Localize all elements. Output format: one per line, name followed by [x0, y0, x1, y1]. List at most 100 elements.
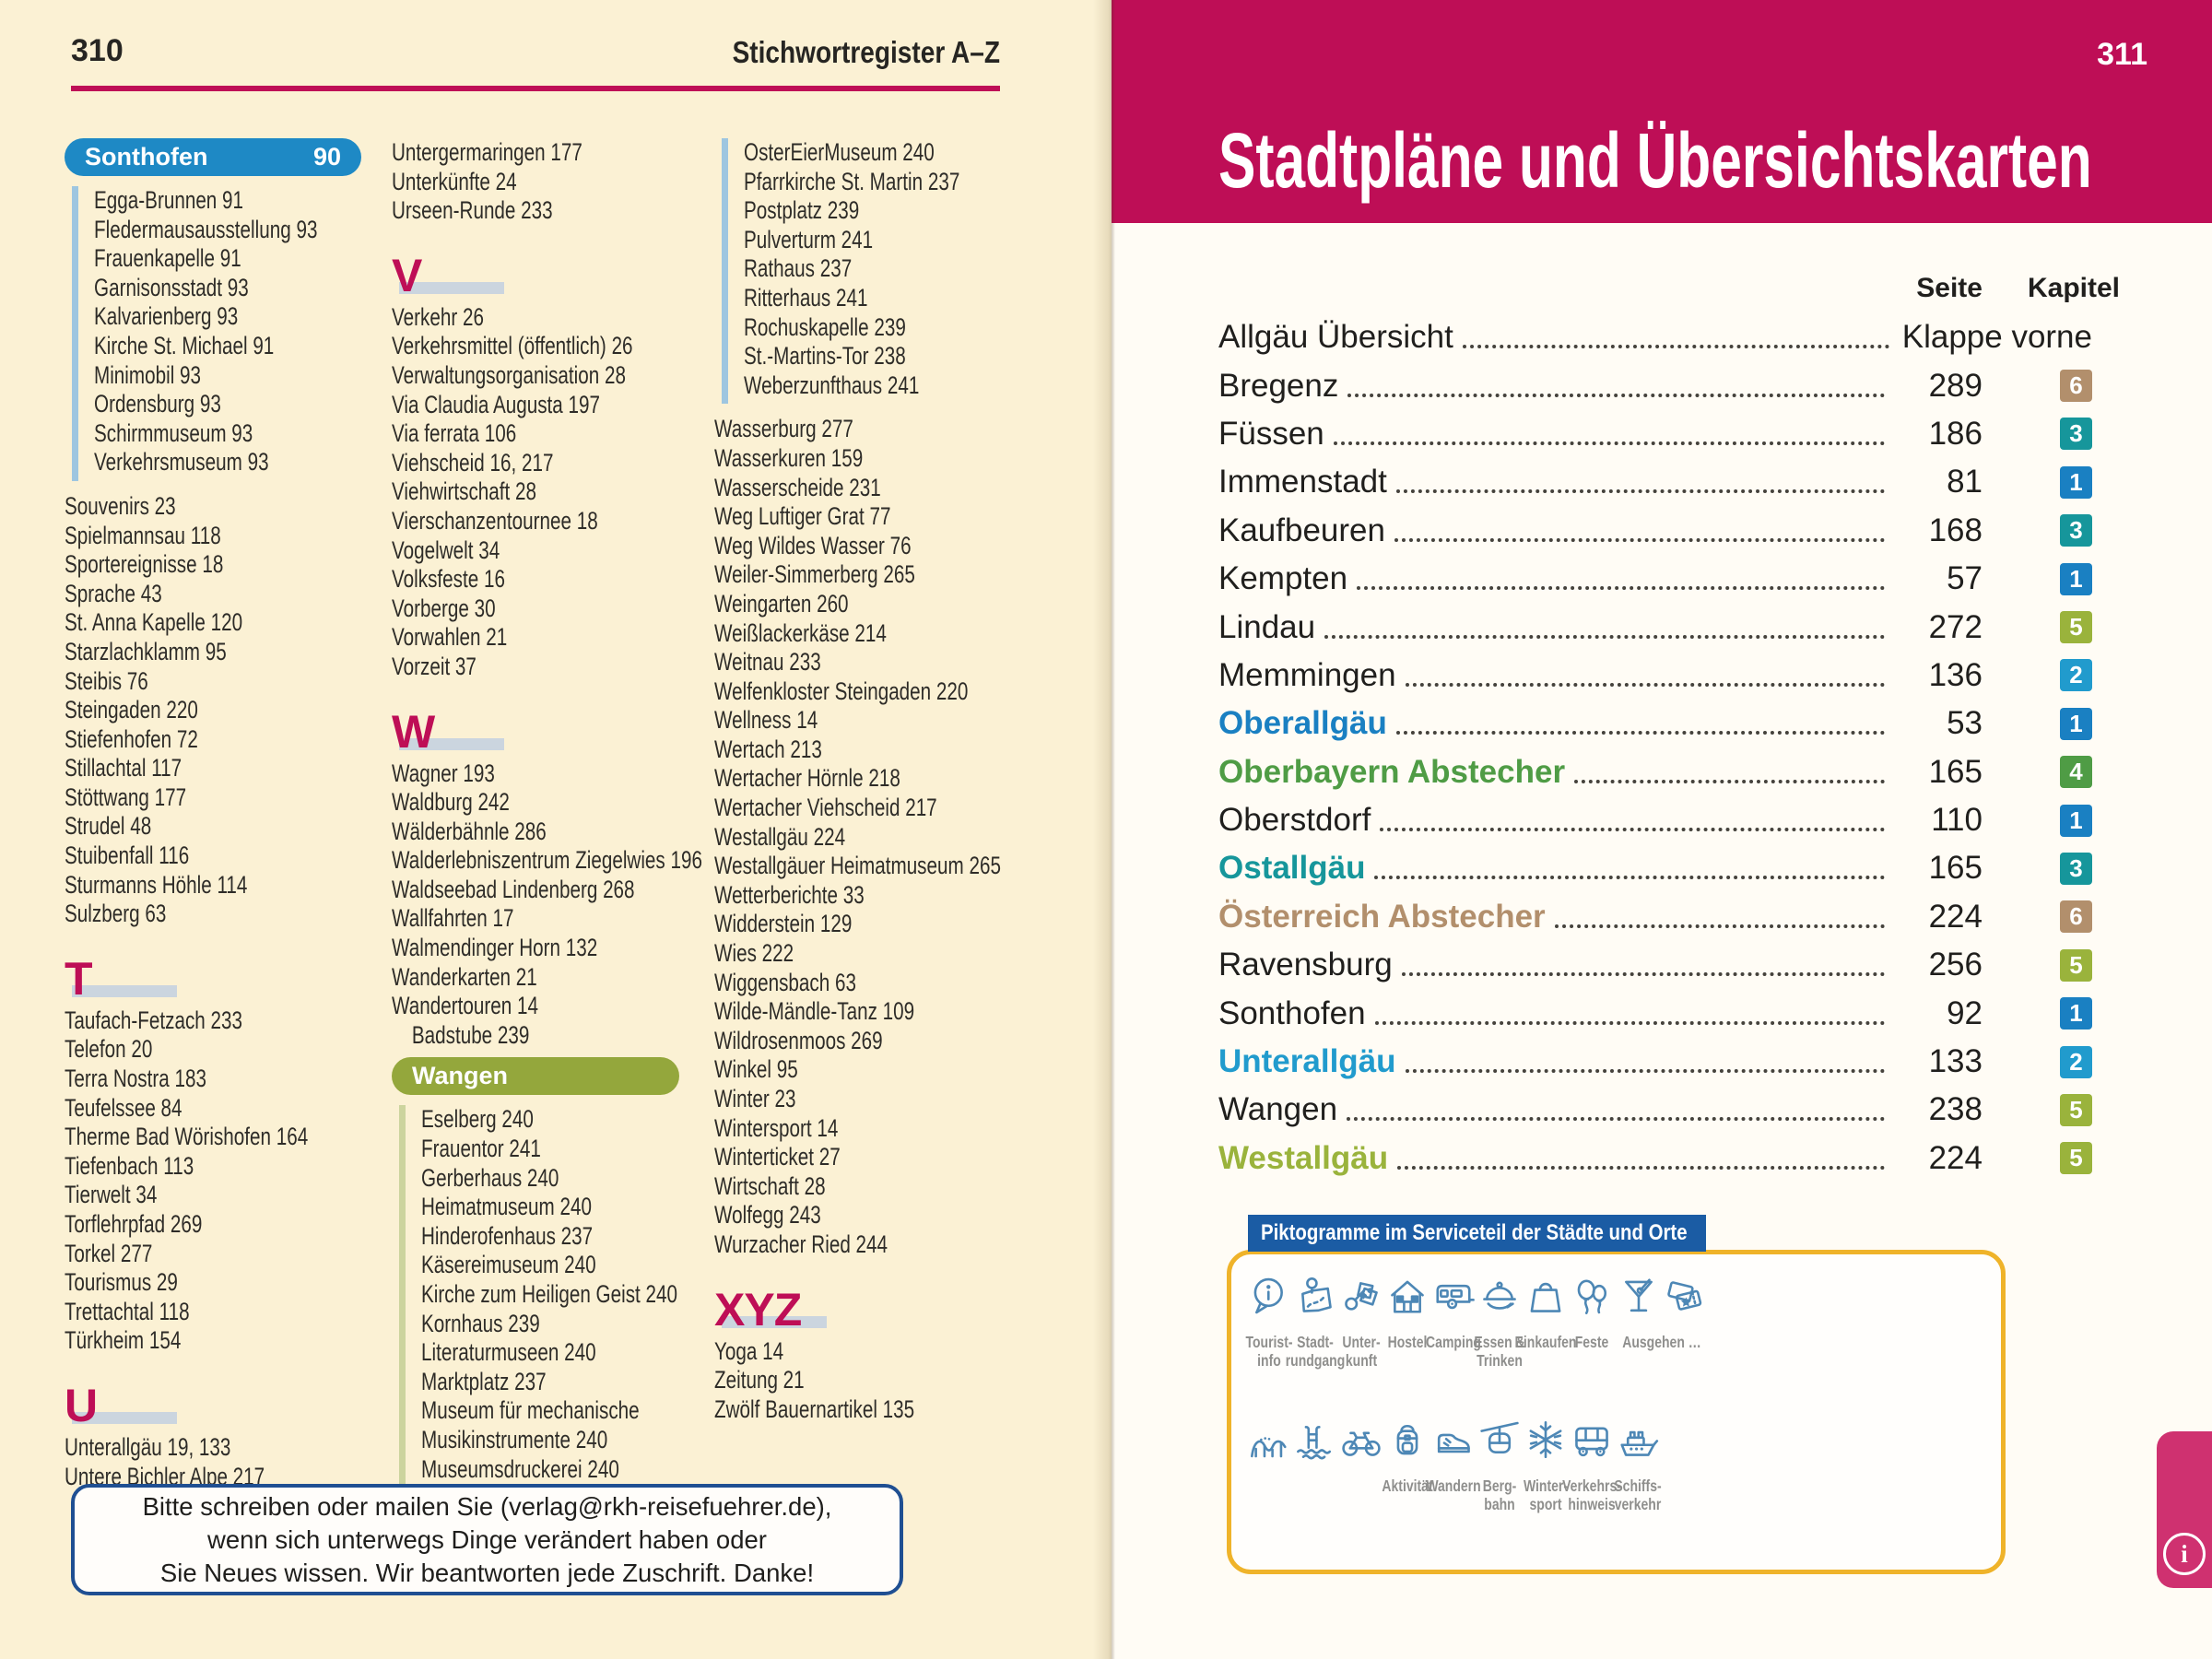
dotted-leader	[1333, 441, 1885, 445]
map-name: Ostallgäu	[1218, 850, 1366, 887]
index-entry: Egga-Brunnen 91	[94, 186, 244, 214]
index-entry: Wälderbähnle 286	[392, 817, 547, 845]
map-page-number: 110	[1931, 802, 1983, 839]
letter-heading: XYZ	[714, 1283, 802, 1335]
index-entry: Weg Wildes Wasser 76	[714, 531, 912, 559]
pictogram-header: Piktogramme im Serviceteil der Städte un…	[1248, 1215, 1706, 1252]
map-page-number: 256	[1928, 947, 1983, 983]
index-entry: Wertach 213	[714, 735, 822, 763]
pictogram-label: Schiffs- verkehr	[1614, 1477, 1662, 1513]
index-entry: Sturmanns Höhle 114	[65, 870, 248, 899]
pictogram-label: Tourist- info	[1245, 1333, 1293, 1370]
map-page-number: 53	[1947, 705, 1983, 742]
letter-section-xyz: XYZ	[714, 1277, 1005, 1335]
map-list-row: Oberstdorf 110 1	[1218, 796, 2092, 844]
dotted-leader	[1394, 537, 1885, 542]
tickets-icon	[1664, 1275, 1706, 1317]
dotted-leader	[1397, 1165, 1885, 1170]
index-entry: Stöttwang 177	[65, 782, 187, 811]
index-entry: Zwölf Bauernartikel 135	[714, 1394, 915, 1423]
pictogram-label: Verkehrs- hinweis	[1562, 1477, 1621, 1513]
entry-list: Verkehr 26 Verkehrsmittel (öffentlich) 26…	[392, 303, 679, 682]
pictogram-label: Aktivität	[1382, 1477, 1433, 1495]
pictogram-label: Essen & Trinken	[1474, 1333, 1525, 1370]
index-entry: Starzlachklamm 95	[65, 637, 227, 665]
cablecar-icon	[1477, 1418, 1523, 1461]
index-entry: Musikinstrumente 240	[421, 1425, 608, 1453]
dotted-leader	[1347, 1117, 1885, 1122]
pictogram-cell: Stadt- rundgang	[1286, 1275, 1345, 1413]
pictogram-cell: Feste	[1569, 1275, 1615, 1413]
feedback-note-line: wenn sich unterwegs Dinge verändert habe…	[207, 1524, 767, 1554]
map-name: Immenstadt	[1218, 464, 1387, 500]
index-entry: Literaturmuseen 240	[421, 1338, 596, 1367]
entry-list: Untergermaringen 177 Unterkünfte 24 Urseen…	[392, 138, 679, 226]
pictogram-label: Feste	[1574, 1333, 1609, 1351]
map-name: Memmingen	[1218, 656, 1396, 693]
map-overview-table: Seite Kapitel Allgäu Übersicht Klappe vor…	[1218, 273, 2120, 1182]
index-entry: Untergermaringen 177	[392, 138, 582, 166]
index-entry: Souvenirs 23	[65, 491, 176, 520]
dotted-leader	[1405, 682, 1885, 687]
chapter-badge: 3	[2060, 514, 2092, 547]
index-entry: Terra Nostra 183	[65, 1065, 206, 1093]
index-entry: Spielmannsau 118	[65, 521, 221, 549]
dotted-leader	[1374, 876, 1885, 880]
map-name: Wangen	[1218, 1091, 1338, 1128]
letter-section-t: T	[65, 946, 361, 1002]
map-list-row: Immenstadt 81 1	[1218, 458, 2092, 506]
hiking-icon	[1430, 1418, 1477, 1461]
index-entry: OsterEierMuseum 240	[744, 138, 935, 166]
sub-entry-group: Eselberg 240 Frauentor 241 Gerberhaus 240 H…	[399, 1105, 679, 1488]
entry-list: Unterallgäu 19, 133 Untere Bichler Alpe 2…	[65, 1433, 361, 1491]
index-entry: Marktplatz 237	[421, 1367, 547, 1395]
page-number-left: 310	[71, 33, 124, 68]
index-entry: Volksfeste 16	[392, 565, 505, 594]
index-column-2: Untergermaringen 177 Unterkünfte 24 Urseen…	[392, 138, 703, 1499]
map-page-number: Klappe vorne	[1901, 319, 2092, 356]
index-entry: Tierwelt 34	[65, 1181, 158, 1209]
map-page-number: 57	[1947, 560, 1983, 597]
pictogram-cell: Schiffs- verkehr	[1614, 1418, 1662, 1557]
pictogram-cell	[1338, 1418, 1384, 1557]
index-entry: Walderlebniszentrum Ziegelwies 196	[392, 846, 703, 875]
index-entry: Via Claudia Augusta 197	[392, 390, 601, 418]
map-name: Füssen	[1218, 415, 1324, 452]
index-entry: Pfarrkirche St. Martin 237	[744, 167, 960, 195]
index-entry: Museum für mechanische	[421, 1396, 640, 1425]
index-entry: Pulverturm 241	[744, 225, 874, 253]
feedback-note-line: Sie Neues wissen. Wir beantworten jede Z…	[159, 1558, 815, 1587]
chapter-badge: 5	[2060, 948, 2092, 982]
sub-entry-group: Egga-Brunnen 91 Fledermausausstellung 93 F…	[72, 186, 361, 481]
pictogram-cell: Aktivität	[1382, 1418, 1433, 1557]
pictogram-legend-box: Tourist- info Stadt- rundgang Unter- kunft…	[1227, 1250, 2006, 1574]
index-entry: Museumsdruckerei 240	[421, 1454, 619, 1483]
map-list-row: Oberallgäu 53 1	[1218, 700, 2092, 747]
hostel-icon	[1384, 1275, 1430, 1317]
entry-list: Wasserburg 277 Wasserkuren 159 Wasserschei…	[714, 415, 1005, 1259]
map-page-number: 81	[1947, 464, 1983, 500]
letter-heading: U	[65, 1379, 98, 1431]
map-page-number: 289	[1928, 367, 1983, 404]
index-entry: Wagner 193	[392, 759, 495, 787]
index-entry: Telefon 20	[65, 1035, 153, 1064]
index-entry: Wiggensbach 63	[714, 968, 856, 996]
pictogram-row-2: Aktivität Wandern Berg- bahn Winter- sport V…	[1246, 1418, 1662, 1557]
chapter-badge: 2	[2060, 1045, 2092, 1078]
map-name: Ravensburg	[1218, 947, 1393, 983]
index-entry: Kirche zum Heiligen Geist 240	[421, 1280, 678, 1308]
index-entry: Weißlackerkäse 214	[714, 618, 887, 647]
pictogram-label: Unter- kunft	[1342, 1333, 1381, 1370]
dotted-leader	[1324, 634, 1885, 639]
index-entry: Eselberg 240	[421, 1105, 534, 1134]
index-entry: Tourismus 29	[65, 1268, 178, 1297]
city-pill: Sonthofen 90	[65, 138, 361, 176]
pictogram-label: Winter- sport	[1523, 1477, 1569, 1513]
index-entry: Westallgäuer Heimatmuseum 265	[714, 852, 1001, 880]
pictogram-cell: Unter- kunft	[1338, 1275, 1384, 1413]
index-entry: Wirtschaft 28	[714, 1171, 826, 1200]
book-spine-shadow	[1093, 0, 1115, 1659]
food-icon	[1477, 1275, 1523, 1317]
map-list-row: Österreich Abstecher 224 6	[1218, 893, 2092, 941]
dotted-leader	[1574, 779, 1885, 783]
